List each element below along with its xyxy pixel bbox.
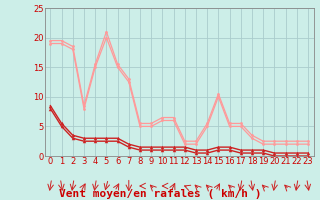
Text: Vent moyen/en rafales ( km/h ): Vent moyen/en rafales ( km/h ): [59, 189, 261, 199]
